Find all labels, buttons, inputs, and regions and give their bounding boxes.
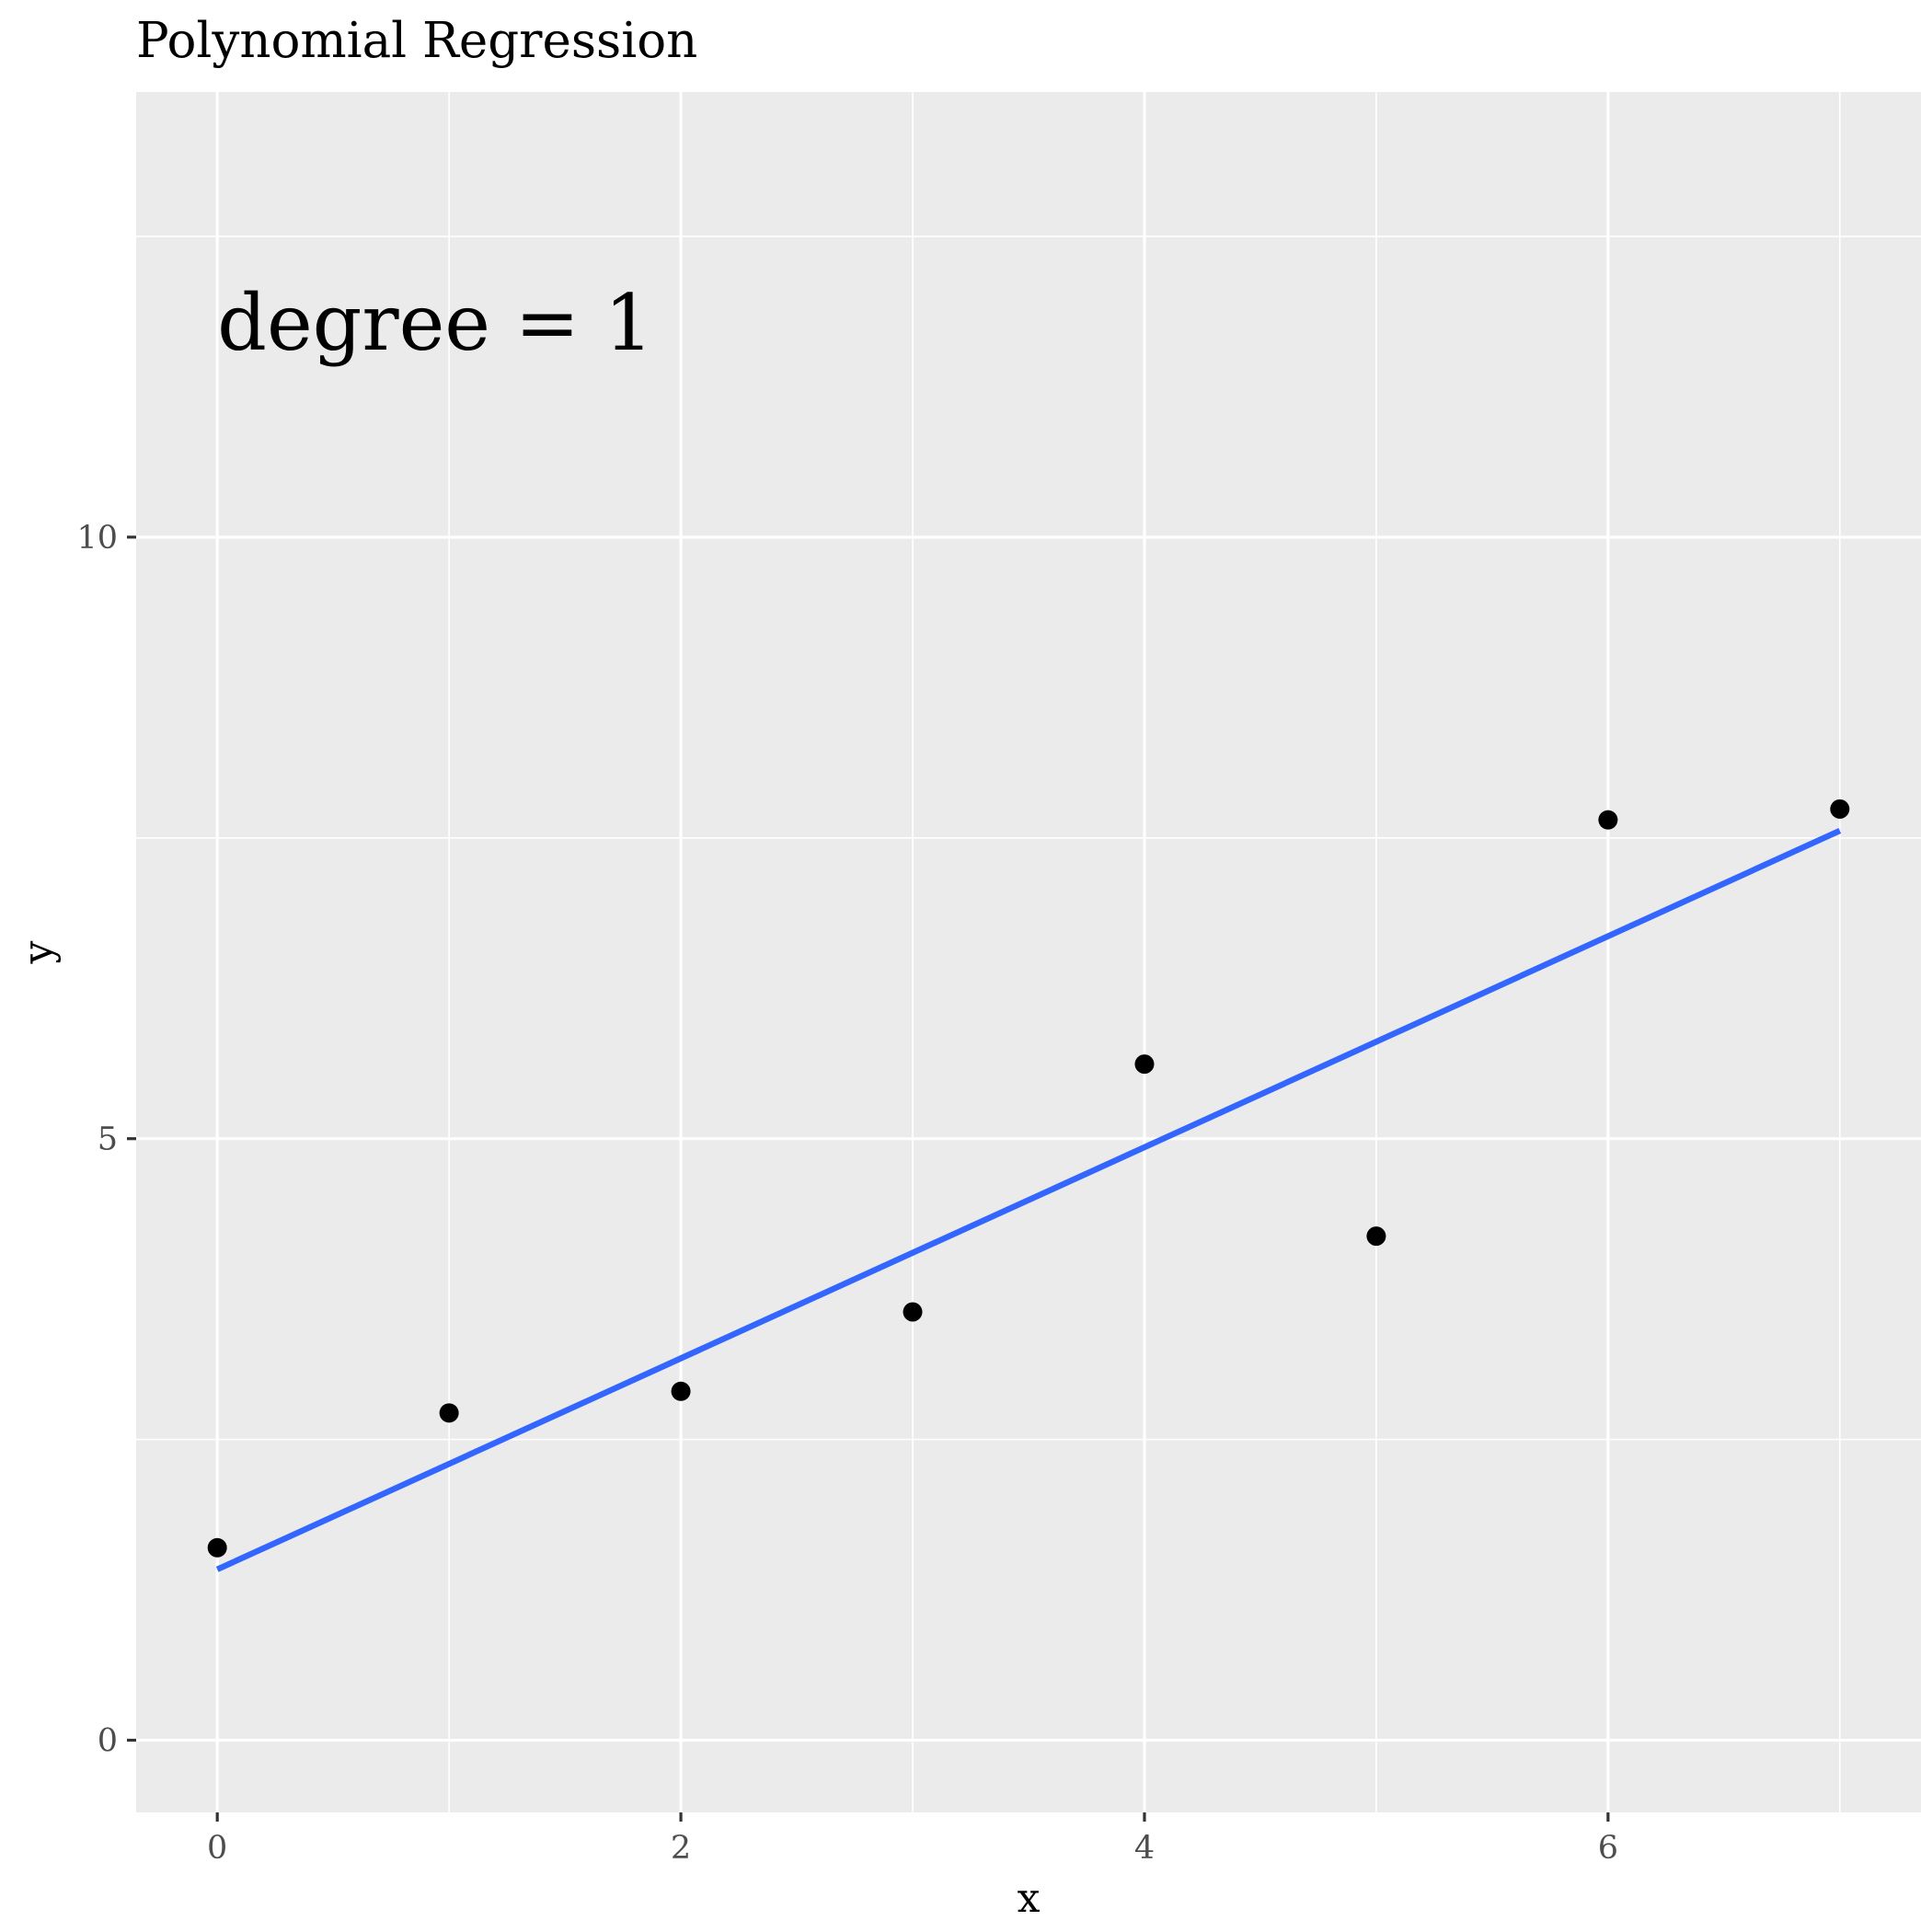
data-point (439, 1403, 459, 1423)
degree-annotation: degree = 1 (217, 278, 653, 368)
y-axis: 0 5 10 (76, 520, 136, 1760)
plot-title: Polynomial Regression (136, 13, 697, 69)
data-points (207, 799, 1850, 1558)
y-axis-title: y (15, 940, 62, 964)
y-tick-label: 5 (98, 1121, 118, 1158)
major-grid (136, 92, 1921, 1812)
x-tick-label: 6 (1598, 1830, 1618, 1867)
data-point (903, 1302, 923, 1322)
x-tick-label: 4 (1134, 1830, 1155, 1867)
x-tick-label: 2 (671, 1830, 691, 1867)
data-point (1830, 799, 1850, 819)
plot-panel (136, 92, 1921, 1812)
minor-grid (136, 92, 1921, 1812)
data-point (1134, 1054, 1155, 1075)
data-point (1598, 810, 1618, 830)
x-axis: 0 2 4 6 (207, 1812, 1618, 1867)
y-tick-label: 10 (76, 520, 118, 557)
x-tick-label: 0 (207, 1830, 227, 1867)
data-point (1366, 1226, 1386, 1247)
data-point (671, 1381, 691, 1401)
fit-line (215, 827, 1842, 1572)
x-axis-title: x (1018, 1875, 1041, 1922)
fit-line-layer (215, 827, 1842, 1572)
data-point (207, 1537, 227, 1558)
y-tick-label: 0 (98, 1723, 118, 1760)
